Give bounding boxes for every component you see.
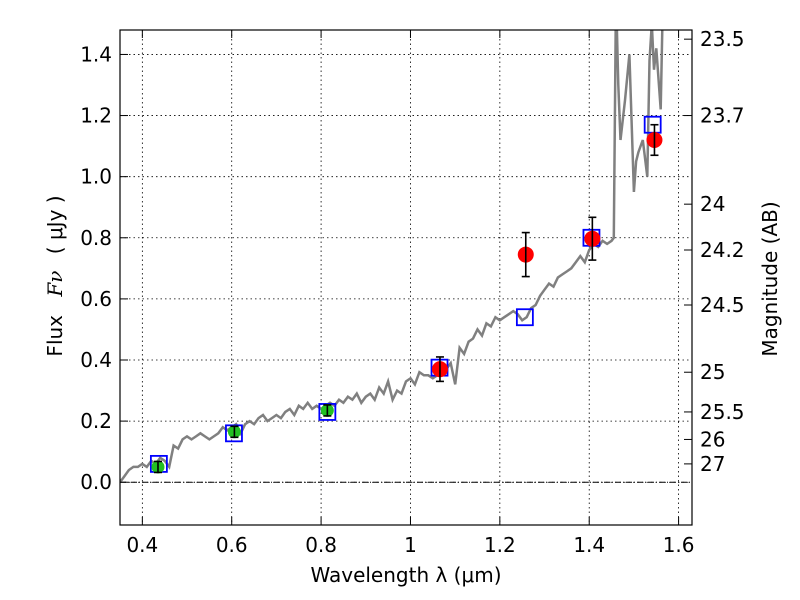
y-axis-label-text: Flux — [43, 315, 67, 357]
magnitude-tick-label: 25 — [700, 360, 725, 384]
magnitude-axis-label: Magnitude (AB) — [758, 201, 782, 356]
x-tick-label: 0.8 — [305, 533, 337, 557]
y-tick-label: 0.2 — [80, 409, 112, 433]
y-tick-label: 0.0 — [80, 470, 112, 494]
observed-photometry — [151, 123, 663, 474]
y-tick-label: 1.4 — [80, 42, 112, 66]
axis-ticks — [120, 30, 692, 525]
magnitude-tick-label: 27 — [700, 452, 725, 476]
x-tick-label: 1.4 — [573, 533, 605, 557]
magnitude-tick-label: 24 — [700, 192, 725, 216]
x-tick-label: 1.2 — [484, 533, 516, 557]
magnitude-tick-label: 24.2 — [700, 238, 745, 262]
x-tick-label: 1.6 — [663, 533, 695, 557]
magnitude-tick-label: 24.5 — [700, 293, 745, 317]
y-axis-label-unit: ( μJy ) — [43, 195, 67, 254]
magnitude-tick-label: 23.7 — [700, 104, 745, 128]
grid — [120, 30, 692, 525]
magnitude-tick-label: 26 — [700, 427, 725, 451]
y-tick-label: 0.6 — [80, 287, 112, 311]
magnitude-tick-label: 25.5 — [700, 400, 745, 424]
magnitude-tick-label: 23.5 — [700, 27, 745, 51]
x-tick-label: 0.6 — [216, 533, 248, 557]
plot-area — [120, 30, 664, 483]
y-tick-label: 1.0 — [80, 165, 112, 189]
svg-text:Flux Fν ( μJy ): Flux Fν ( μJy ) — [43, 195, 67, 356]
x-tick-label: 0.4 — [126, 533, 158, 557]
x-tick-label: 1 — [404, 533, 417, 557]
y-axis-label: Flux Fν ( μJy ) — [43, 195, 67, 356]
model-photometry-boxes — [149, 115, 662, 473]
y-tick-label: 0.8 — [80, 226, 112, 250]
y-tick-label: 1.2 — [80, 104, 112, 128]
x-axis-label: Wavelength λ (μm) — [310, 563, 501, 587]
plot-frame — [119, 29, 693, 526]
model-photometry-box — [515, 308, 534, 327]
y-tick-label: 0.4 — [80, 348, 112, 372]
tick-labels: 0.4 0.6 0.8 1 1.2 1.4 1.6 0.0 0.2 0.4 0.6 0.8 1.0 1.2… — [80, 27, 744, 557]
y-axis-label-symbol: Fν — [43, 271, 67, 298]
